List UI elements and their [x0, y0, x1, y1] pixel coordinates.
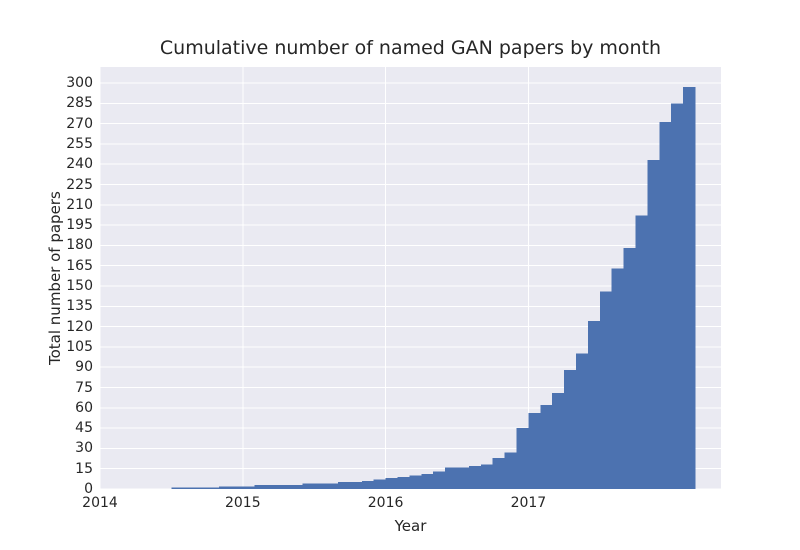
bar-month: [195, 487, 208, 489]
x-tick-label: 2016: [367, 495, 404, 511]
bar-month: [445, 467, 458, 489]
bar-month: [361, 480, 375, 489]
gridline-horizontal: [100, 305, 721, 307]
bar-month: [290, 484, 303, 489]
gridline-vertical: [242, 67, 244, 489]
gridline-horizontal: [100, 468, 721, 470]
gridline-horizontal: [100, 427, 721, 429]
y-tick-label: 45: [75, 420, 93, 437]
y-tick-label: 300: [66, 75, 93, 91]
gridline-vertical: [99, 67, 101, 489]
gridline-horizontal: [100, 204, 721, 206]
gridline-horizontal: [100, 366, 721, 368]
gridline-horizontal: [100, 163, 721, 165]
bar-month: [528, 413, 541, 489]
bar-month: [266, 484, 279, 489]
x-tick-label: 2017: [510, 495, 547, 511]
y-tick-label: 255: [66, 135, 93, 152]
y-tick-label: 270: [66, 115, 93, 132]
bar-month: [587, 321, 601, 489]
y-tick-label: 195: [66, 217, 93, 234]
bar-month: [611, 268, 624, 489]
bar-month: [314, 483, 327, 489]
bar-month: [623, 248, 636, 489]
bar-month: [468, 465, 482, 489]
y-tick-label: 150: [66, 278, 93, 294]
gridline-horizontal: [100, 407, 721, 409]
y-tick-label: 225: [66, 176, 93, 193]
gridline-horizontal: [100, 346, 721, 348]
bar-month: [552, 392, 565, 489]
gridline-horizontal: [100, 244, 721, 246]
bar-month: [302, 483, 315, 489]
y-tick-label: 105: [66, 338, 93, 355]
gridline-vertical: [385, 67, 387, 489]
y-tick-label: 15: [75, 460, 93, 477]
y-tick-label: 120: [66, 318, 93, 335]
bar-month: [516, 428, 529, 489]
gridline-horizontal: [100, 184, 721, 186]
bar-month: [564, 369, 577, 489]
gridline-horizontal: [100, 224, 721, 226]
y-tick-label: 180: [66, 237, 93, 254]
bar-month: [397, 476, 410, 489]
bar-month: [254, 484, 267, 489]
gridline-horizontal: [100, 143, 721, 145]
bar-month: [480, 464, 494, 489]
bar-month: [219, 486, 232, 489]
bar-month: [349, 482, 363, 489]
bar-month: [576, 353, 589, 489]
bar-month: [409, 475, 422, 489]
gridline-horizontal: [100, 265, 721, 267]
y-tick-label: 165: [66, 257, 93, 274]
x-tick-label: 2014: [82, 495, 118, 511]
y-tick-label: 60: [75, 399, 93, 416]
bar-month: [671, 103, 684, 489]
y-tick-label: 75: [75, 379, 93, 396]
bar-month: [171, 487, 184, 489]
bar-month: [504, 452, 517, 489]
bar-month: [599, 291, 613, 489]
y-tick-label: 90: [75, 359, 93, 376]
bar-month: [183, 487, 196, 489]
bar-month: [421, 474, 434, 489]
gridline-horizontal: [100, 285, 721, 287]
gridline-horizontal: [100, 326, 721, 328]
chart-title: Cumulative number of named GAN papers by…: [159, 37, 662, 59]
bar-month: [385, 478, 398, 489]
bar-month: [433, 471, 446, 489]
bar-month: [492, 457, 505, 489]
y-tick-label: 210: [66, 196, 93, 213]
gridline-horizontal: [100, 102, 721, 104]
y-tick-label: 240: [66, 156, 93, 173]
bar-month: [207, 487, 220, 489]
y-tick-label: 285: [66, 95, 93, 112]
bar-month: [647, 160, 660, 489]
bar-month: [278, 484, 291, 489]
bar-month: [635, 215, 648, 490]
gridline-vertical: [527, 67, 529, 489]
y-tick-label: 30: [75, 440, 93, 457]
gridline-horizontal: [100, 82, 721, 84]
bar-month: [338, 482, 351, 489]
y-tick-label: 135: [66, 298, 93, 315]
bar-month: [242, 486, 256, 489]
gridline-horizontal: [100, 447, 721, 449]
gridline-horizontal: [100, 387, 721, 389]
gridline-horizontal: [100, 123, 721, 125]
y-tick-label: 0: [84, 481, 93, 497]
x-tick-label: 2015: [224, 495, 261, 511]
bar-month: [373, 479, 386, 489]
bar-month: [457, 467, 470, 489]
x-axis-label: Year: [394, 517, 427, 535]
bar-month: [540, 405, 553, 489]
bar-month: [659, 122, 672, 490]
bar-month: [683, 87, 696, 490]
bar-month: [326, 483, 339, 489]
bar-month: [230, 486, 244, 489]
